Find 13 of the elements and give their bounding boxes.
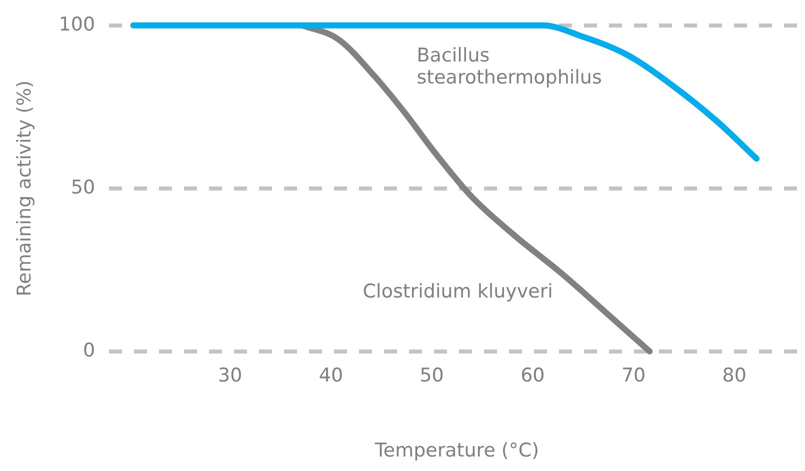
x-tick-label: 80 (722, 364, 746, 387)
x-axis-title: Temperature (°C) (374, 440, 540, 462)
series-label: Bacillus stearothermophilus (416, 44, 602, 88)
x-tick-label: 40 (318, 364, 344, 387)
y-tick-label: 50 (70, 176, 96, 198)
x-tick-label: 60 (520, 364, 545, 387)
x-tick-label: 70 (621, 364, 646, 387)
y-tick-label: 0 (82, 339, 96, 362)
series-label: Clostridium kluyveri (362, 280, 553, 302)
x-tick-label: 30 (218, 364, 242, 387)
x-tick-label: 50 (420, 364, 444, 387)
y-tick-label: 100 (58, 13, 96, 36)
y-axis-title: Remaining activity (%) (13, 80, 36, 296)
